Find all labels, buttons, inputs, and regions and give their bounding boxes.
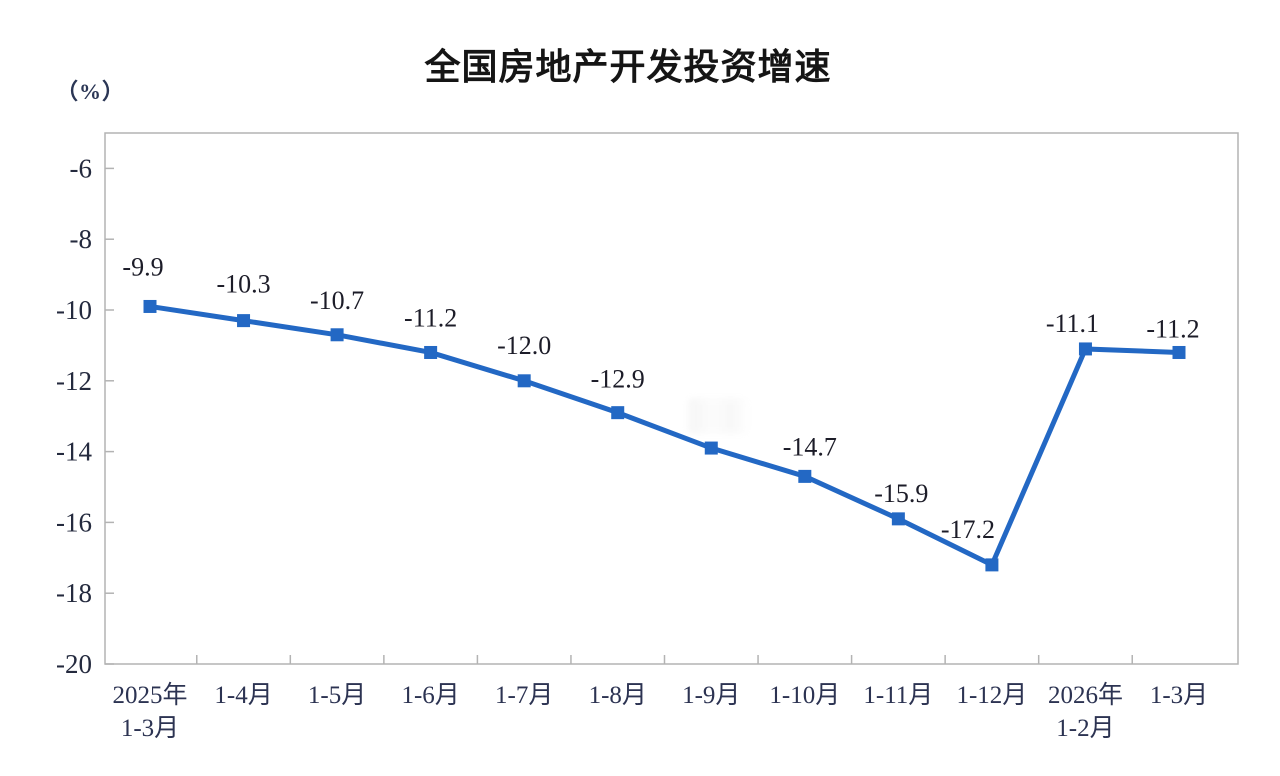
- data-point-label: -11.1: [1046, 309, 1099, 338]
- x-axis-category-label: 1-7月: [495, 682, 553, 709]
- y-axis-tick-label: -16: [56, 507, 92, 537]
- data-point-marker: [798, 469, 812, 483]
- data-point-marker: [330, 328, 344, 342]
- data-point-marker: [517, 374, 531, 388]
- x-axis-category-label: 1-9月: [682, 682, 740, 709]
- y-axis-tick-label: -14: [56, 437, 92, 467]
- data-point-marker: [1078, 342, 1092, 356]
- data-point-marker: [1172, 345, 1186, 359]
- y-axis-tick-label: -6: [70, 153, 93, 183]
- x-axis-category-label: 1-3月: [121, 715, 179, 742]
- x-axis-category-label: 1-3月: [1150, 682, 1208, 709]
- y-axis-unit-label: （%）: [56, 79, 126, 104]
- data-point-marker: [611, 406, 625, 420]
- x-axis-category-label: 1-10月: [769, 682, 840, 709]
- y-axis-tick-label: -10: [56, 295, 92, 325]
- chart-title: 全国房地产开发投资增速: [424, 46, 832, 87]
- data-line: [149, 303, 1180, 569]
- y-axis-tick-label: -12: [56, 366, 92, 396]
- data-point-marker: [704, 441, 718, 455]
- data-point-marker: [143, 299, 157, 313]
- data-point-label: -10.3: [216, 270, 270, 299]
- plot-border: [104, 132, 1239, 665]
- x-axis-category-label: 1-5月: [308, 682, 366, 709]
- y-axis-tick-label: -20: [56, 649, 92, 679]
- data-point-label: -11.2: [404, 303, 457, 332]
- x-axis-category-label: 1-6月: [401, 682, 459, 709]
- x-axis-category-label: 2026年: [1048, 681, 1123, 709]
- x-axis-category-label: 1-4月: [214, 682, 272, 709]
- x-axis-category-label: 1-8月: [589, 682, 647, 709]
- data-point-label: -17.2: [941, 515, 995, 544]
- data-point-label: -10.7: [310, 286, 364, 315]
- x-axis-category-label: 1-12月: [956, 682, 1027, 709]
- y-axis-tick-label: -18: [56, 578, 92, 608]
- data-point-marker: [424, 345, 438, 359]
- data-point-marker: [985, 558, 999, 572]
- data-point-marker: [237, 314, 251, 328]
- x-axis-category-label: 1-2月: [1056, 715, 1114, 742]
- data-point-label: -12.9: [591, 365, 645, 394]
- data-point-label: -15.9: [874, 479, 928, 508]
- data-point-label: -11.2: [1146, 314, 1199, 343]
- x-axis-category-label: 1-11月: [863, 682, 933, 709]
- y-axis-tick-label: -8: [70, 224, 93, 254]
- data-point-label: -9.9: [122, 252, 163, 281]
- data-point-label: -12.0: [497, 331, 551, 360]
- x-axis-category-label: 2025年: [112, 681, 187, 709]
- data-point-label: -14.7: [783, 432, 837, 461]
- data-point-marker: [891, 512, 905, 526]
